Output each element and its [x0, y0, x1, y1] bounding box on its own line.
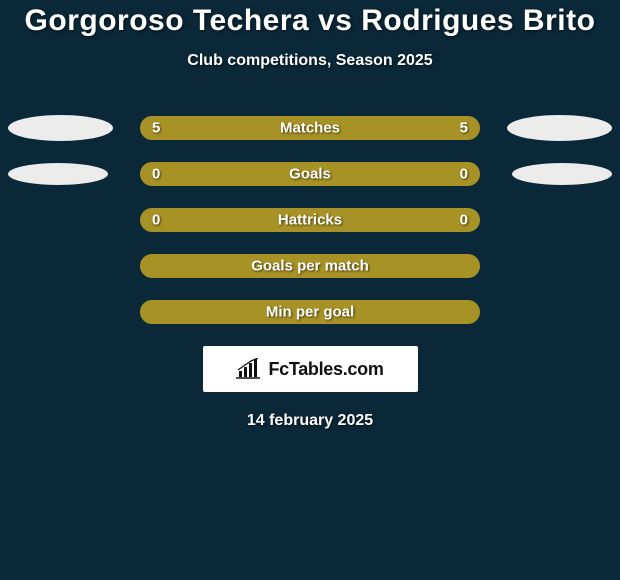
stat-right-value: 0 [460, 212, 468, 229]
stat-label: Min per goal [266, 304, 354, 321]
stat-bar: Min per goal [140, 300, 480, 324]
stat-bar: Goals per match [140, 254, 480, 278]
stat-bar: Hattricks 0 0 [140, 208, 480, 232]
stat-bar: Matches 5 5 [140, 116, 480, 140]
stat-label: Goals [289, 166, 331, 183]
subtitle: Club competitions, Season 2025 [0, 52, 620, 70]
stat-label: Hattricks [278, 212, 342, 229]
stat-label: Matches [280, 120, 340, 137]
date-text: 14 february 2025 [0, 412, 620, 430]
player-right-badge [512, 163, 612, 185]
page-title: Gorgoroso Techera vs Rodrigues Brito [0, 4, 620, 38]
stat-bar: Goals 0 0 [140, 162, 480, 186]
stat-row: Min per goal [0, 300, 620, 324]
stat-left-value: 0 [152, 212, 160, 229]
player-left-badge [8, 163, 108, 185]
stats-rows: Matches 5 5 Goals 0 0 Hattricks 0 0 Goals per mat… [0, 116, 620, 324]
comparison-widget: Gorgoroso Techera vs Rodrigues Brito Clu… [0, 0, 620, 430]
logo-box: FcTables.com [203, 346, 418, 392]
stat-right-value: 0 [460, 166, 468, 183]
stat-row: Goals per match [0, 254, 620, 278]
stat-row: Goals 0 0 [0, 162, 620, 186]
player-right-badge [507, 115, 612, 141]
stat-left-value: 5 [152, 120, 160, 137]
stat-left-value: 0 [152, 166, 160, 183]
stat-row: Hattricks 0 0 [0, 208, 620, 232]
stat-row: Matches 5 5 [0, 116, 620, 140]
stat-label: Goals per match [251, 258, 369, 275]
bar-chart-icon [236, 358, 262, 380]
stat-right-value: 5 [460, 120, 468, 137]
logo-text: FcTables.com [268, 359, 383, 380]
player-left-badge [8, 115, 113, 141]
